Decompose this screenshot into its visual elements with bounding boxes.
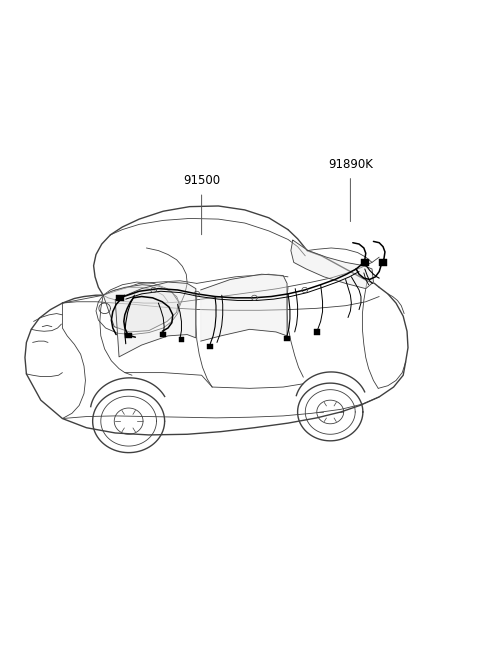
Text: 91890K: 91890K [328, 157, 373, 171]
FancyBboxPatch shape [116, 295, 124, 301]
Polygon shape [201, 274, 287, 341]
FancyBboxPatch shape [284, 336, 290, 341]
Polygon shape [291, 240, 373, 289]
FancyBboxPatch shape [160, 332, 166, 337]
Polygon shape [115, 282, 196, 357]
FancyBboxPatch shape [207, 344, 213, 349]
FancyBboxPatch shape [125, 333, 132, 338]
FancyBboxPatch shape [361, 259, 369, 266]
Polygon shape [103, 285, 179, 332]
FancyBboxPatch shape [314, 329, 320, 335]
Text: 91500: 91500 [183, 174, 220, 187]
FancyBboxPatch shape [179, 337, 184, 342]
FancyBboxPatch shape [379, 259, 387, 266]
